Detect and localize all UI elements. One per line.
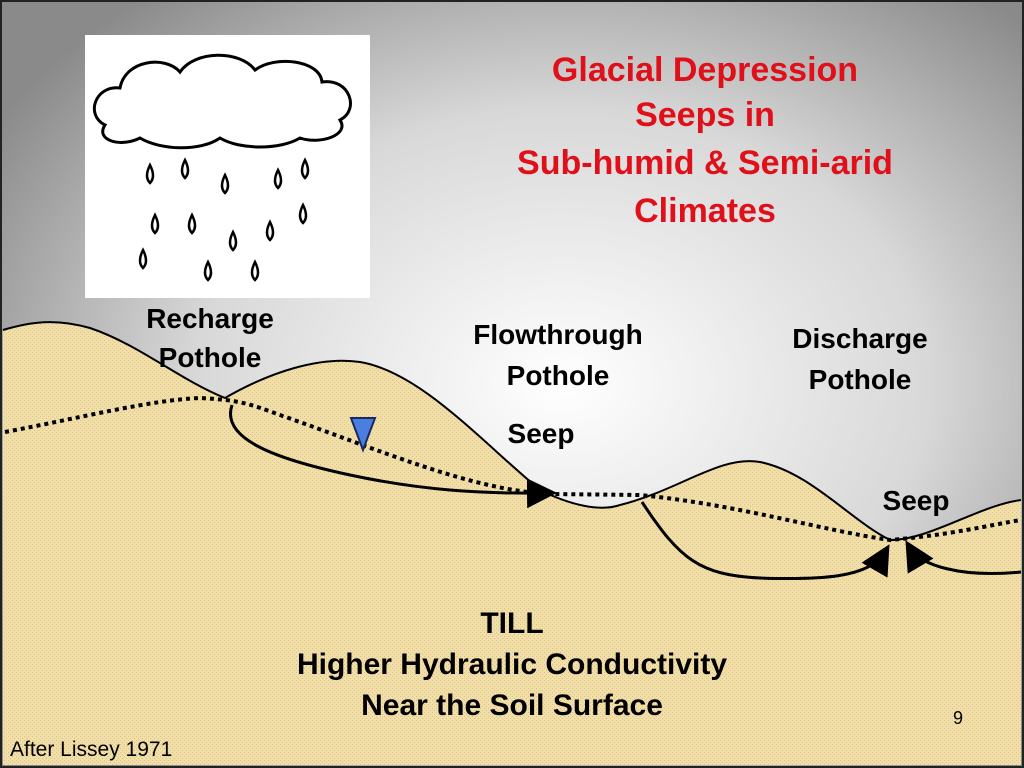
till-text: Near the Soil Surface bbox=[361, 689, 663, 722]
till-text: Higher Hydraulic Conductivity bbox=[297, 648, 727, 681]
title-line: Glacial Depression bbox=[552, 51, 858, 89]
page-number: 9 bbox=[953, 708, 963, 728]
title-line: Climates bbox=[634, 192, 776, 230]
flow-line bbox=[229, 404, 557, 509]
label: Flowthrough bbox=[473, 319, 643, 350]
title-line: Sub-humid & Semi-arid bbox=[517, 144, 893, 182]
label: Pothole bbox=[507, 360, 610, 391]
label: Recharge bbox=[146, 303, 274, 334]
label: Seep bbox=[883, 485, 950, 516]
title-line: Seeps in bbox=[635, 96, 775, 134]
water-table-symbol bbox=[349, 417, 377, 453]
label: Pothole bbox=[809, 364, 912, 395]
ground bbox=[3, 322, 1021, 765]
rain-cloud-image bbox=[85, 35, 370, 298]
till-text: TILL bbox=[480, 607, 543, 640]
label: Seep bbox=[508, 418, 575, 449]
water-table bbox=[4, 395, 1022, 543]
flow-line bbox=[905, 540, 1022, 575]
label: Pothole bbox=[159, 342, 262, 373]
label: Discharge bbox=[792, 323, 927, 354]
citation: After Lissey 1971 bbox=[10, 738, 172, 761]
flow-line bbox=[640, 501, 890, 581]
